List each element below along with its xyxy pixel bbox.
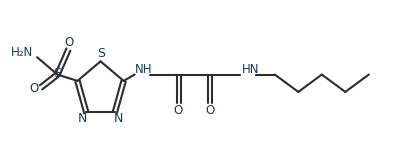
Text: NH: NH [135,63,152,76]
Text: HN: HN [241,63,259,76]
Text: O: O [29,82,39,95]
Text: N: N [114,112,123,125]
Text: O: O [174,104,183,117]
Text: H₂N: H₂N [11,46,33,59]
Text: S: S [97,47,105,60]
Text: N: N [78,112,88,125]
Text: O: O [205,104,215,117]
Text: O: O [64,36,73,49]
Text: S: S [53,67,61,80]
